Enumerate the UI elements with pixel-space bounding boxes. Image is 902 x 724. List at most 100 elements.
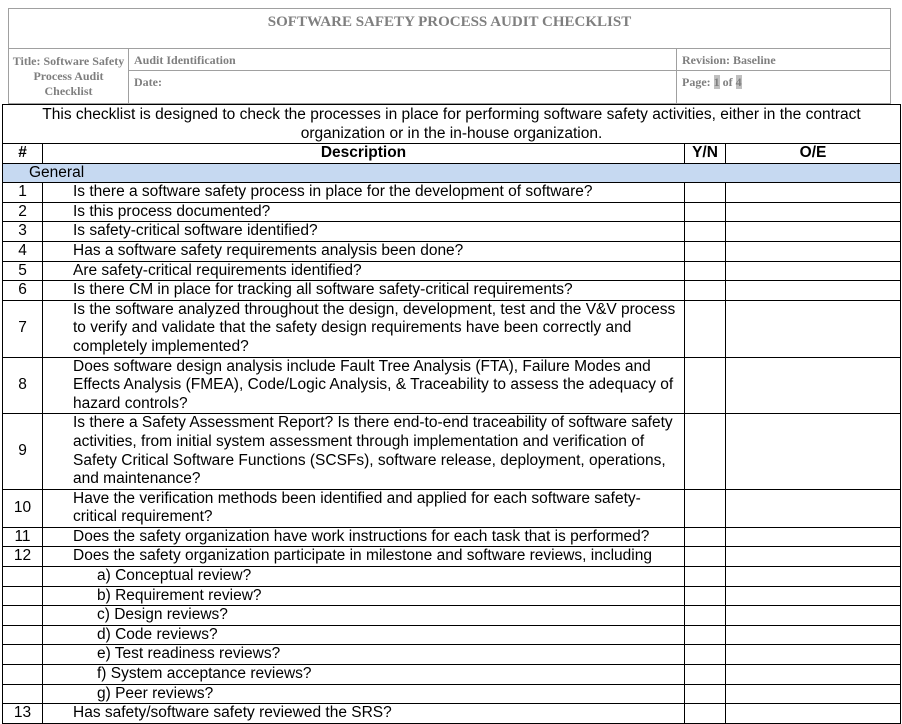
checklist-title: Title: Software Safety Process Audit Che…: [9, 49, 129, 103]
oe-cell[interactable]: [724, 703, 902, 724]
oe-cell[interactable]: [724, 356, 902, 415]
row-description: c) Design reviews?: [42, 605, 685, 626]
row-description: Is the software analyzed throughout the …: [42, 299, 685, 358]
row-number: 2: [2, 201, 43, 223]
yn-cell[interactable]: [684, 182, 726, 203]
column-header-oe: O/E: [724, 143, 902, 164]
checklist-row: c) Design reviews?: [2, 605, 902, 626]
row-description: f) System acceptance reviews?: [42, 664, 685, 685]
yn-cell[interactable]: [684, 703, 726, 724]
checklist-row: e) Test readiness reviews?: [2, 644, 902, 666]
yn-cell[interactable]: [684, 240, 726, 262]
checklist-row: 13 Has safety/software safety reviewed th…: [2, 703, 902, 724]
checklist-row: b) Requirement review?: [2, 585, 902, 607]
document-title: SOFTWARE SAFETY PROCESS AUDIT CHECKLIST: [9, 9, 890, 49]
oe-cell[interactable]: [724, 546, 902, 568]
yn-cell[interactable]: [684, 585, 726, 607]
page-total: 4: [735, 75, 742, 89]
yn-cell[interactable]: [684, 201, 726, 223]
oe-cell[interactable]: [724, 182, 902, 203]
row-number: 5: [2, 260, 43, 282]
yn-cell[interactable]: [684, 260, 726, 282]
row-description: Is there CM in place for tracking all so…: [42, 280, 685, 301]
oe-cell[interactable]: [724, 585, 902, 607]
document-header: SOFTWARE SAFETY PROCESS AUDIT CHECKLIST …: [8, 8, 891, 104]
page-current: 1: [713, 75, 720, 89]
yn-cell[interactable]: [684, 624, 726, 646]
oe-cell[interactable]: [724, 488, 902, 528]
checklist-row: 3 Is safety-critical software identified?: [2, 221, 902, 242]
row-number: 7: [2, 299, 43, 358]
checklist-table: This checklist is designed to check the …: [1, 104, 902, 724]
row-number: [2, 585, 43, 607]
row-number: [2, 664, 43, 685]
yn-cell[interactable]: [684, 280, 726, 301]
row-description: Is this process documented?: [42, 201, 685, 223]
oe-cell[interactable]: [724, 413, 902, 490]
row-description: Does the safety organization participate…: [42, 546, 685, 568]
page-of: of: [719, 75, 736, 89]
row-number: 9: [2, 413, 43, 490]
yn-cell[interactable]: [684, 488, 726, 528]
yn-cell[interactable]: [684, 356, 726, 415]
row-number: 4: [2, 240, 43, 262]
row-number: 6: [2, 280, 43, 301]
checklist-row: f) System acceptance reviews?: [2, 664, 902, 685]
oe-cell[interactable]: [724, 605, 902, 626]
oe-cell[interactable]: [724, 299, 902, 358]
audit-identification-field[interactable]: Audit Identification: [129, 49, 676, 71]
yn-cell[interactable]: [684, 546, 726, 568]
section-label: General: [1, 162, 902, 184]
yn-cell[interactable]: [684, 664, 726, 685]
row-description: Are safety-critical requirements identif…: [42, 260, 685, 282]
yn-cell[interactable]: [684, 683, 726, 705]
row-number: [2, 624, 43, 646]
yn-cell[interactable]: [684, 605, 726, 626]
yn-cell[interactable]: [684, 644, 726, 666]
row-number: 1: [2, 182, 43, 203]
row-number: [2, 683, 43, 705]
yn-cell[interactable]: [684, 566, 726, 587]
row-description: Has safety/software safety reviewed the …: [42, 703, 685, 724]
date-field[interactable]: Date:: [134, 75, 162, 89]
oe-cell[interactable]: [724, 664, 902, 685]
intro-row: This checklist is designed to check the …: [1, 104, 902, 144]
oe-cell[interactable]: [724, 201, 902, 223]
oe-cell[interactable]: [724, 566, 902, 587]
row-description: b) Requirement review?: [42, 585, 685, 607]
checklist-row: 10 Have the verification methods been ide…: [2, 488, 902, 528]
oe-cell[interactable]: [724, 683, 902, 705]
row-number: [2, 644, 43, 666]
checklist-row: d) Code reviews?: [2, 624, 902, 646]
column-header-num: #: [2, 143, 43, 164]
column-header-row: # Description Y/N O/E: [2, 143, 902, 164]
yn-cell[interactable]: [684, 221, 726, 242]
yn-cell[interactable]: [684, 299, 726, 358]
row-number: [2, 605, 43, 626]
oe-cell[interactable]: [724, 644, 902, 666]
oe-cell[interactable]: [724, 280, 902, 301]
checklist-row: 1 Is there a software safety process in p…: [2, 182, 902, 203]
yn-cell[interactable]: [684, 526, 726, 548]
oe-cell[interactable]: [724, 260, 902, 282]
oe-cell[interactable]: [724, 221, 902, 242]
revision-label: Revision: Baseline: [677, 49, 890, 71]
column-header-yn: Y/N: [684, 143, 726, 164]
yn-cell[interactable]: [684, 413, 726, 490]
row-number: 11: [2, 526, 43, 548]
column-header-description: Description: [42, 143, 685, 164]
checklist-row: 4 Has a software safety requirements anal…: [2, 240, 902, 262]
row-description: e) Test readiness reviews?: [42, 644, 685, 666]
row-description: Is safety-critical software identified?: [42, 221, 685, 242]
checklist-row: 7 Is the software analyzed throughout the…: [2, 299, 902, 358]
row-description: Have the verification methods been ident…: [42, 488, 685, 528]
oe-cell[interactable]: [724, 240, 902, 262]
oe-cell[interactable]: [724, 526, 902, 548]
oe-cell[interactable]: [724, 624, 902, 646]
row-number: 12: [2, 546, 43, 568]
checklist-row: a) Conceptual review?: [2, 566, 902, 587]
row-description: d) Code reviews?: [42, 624, 685, 646]
row-number: 8: [2, 356, 43, 415]
checklist-row: 11 Does the safety organization have work…: [2, 526, 902, 548]
checklist-row: 5 Are safety-critical requirements identi…: [2, 260, 902, 282]
